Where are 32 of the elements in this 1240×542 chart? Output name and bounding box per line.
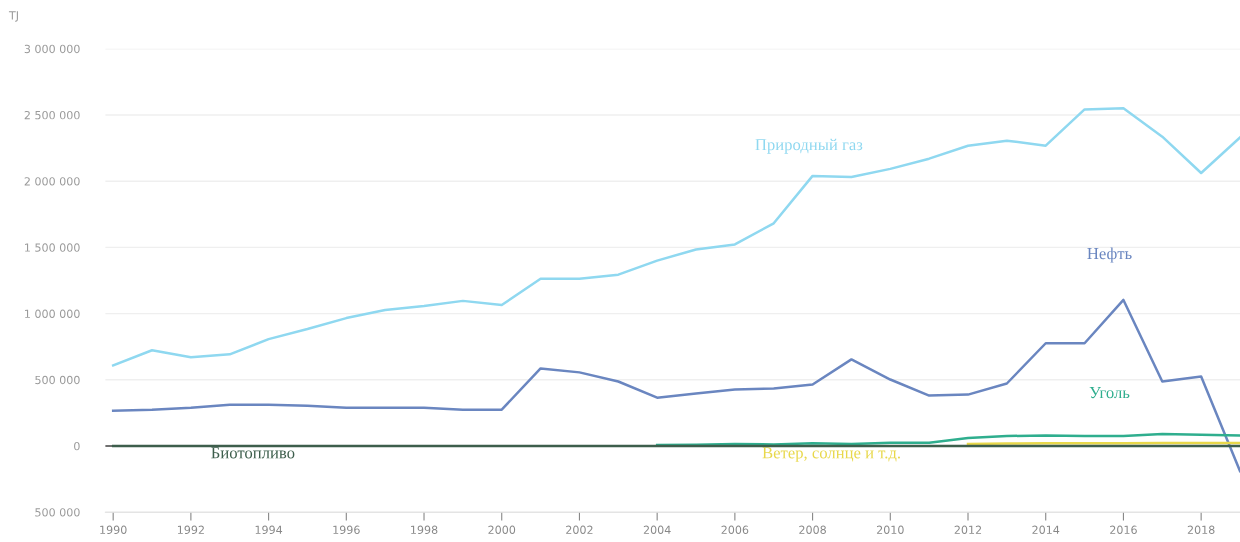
x-tick-label: 2000 [488,525,516,534]
x-tick-label: 2006 [721,525,749,534]
x-tick-label: 2014 [1032,525,1060,534]
x-tick-label: 2010 [876,525,904,534]
x-tick-label: 2012 [954,525,982,534]
series-label: Природный газ [755,138,863,154]
x-tick-label: 1998 [411,525,438,534]
line-series [655,432,1240,447]
text: Ветер, солнце и т.д. [762,447,900,462]
y-tick-label: 2 000 000 [24,177,80,186]
y-tick-label: 1 000 000 [25,309,80,318]
x-tick-label: 1994 [255,525,283,534]
x-tick-label: 2018 [1187,525,1215,534]
x-tick-label: 1990 [100,525,127,534]
y-tick-label: 1 500 000 [25,243,80,252]
text: Нефть [1087,247,1132,263]
x-tick-label: 1992 [177,525,204,534]
x-tick-label: 2002 [566,525,593,534]
y-tick-label: 500 000 [35,508,80,517]
x-tick-label: 2008 [799,525,826,534]
y-tick-label: 2 500 000 [24,110,80,120]
y-axis-title: TJ [8,11,18,22]
y-tick-label: 3 000 000 [24,44,80,54]
x-tick-label: 2004 [643,525,671,534]
x-tick-label: 2016 [1110,525,1137,534]
line-series [111,107,1240,367]
y-tick-label: 500 000 [35,375,80,385]
line-series [111,298,1240,473]
text: Уголь [1089,387,1130,399]
y-tick-label: 0 [74,441,80,451]
x-tick-label: 1996 [333,525,360,534]
series-label: Биотопливо [211,447,295,459]
